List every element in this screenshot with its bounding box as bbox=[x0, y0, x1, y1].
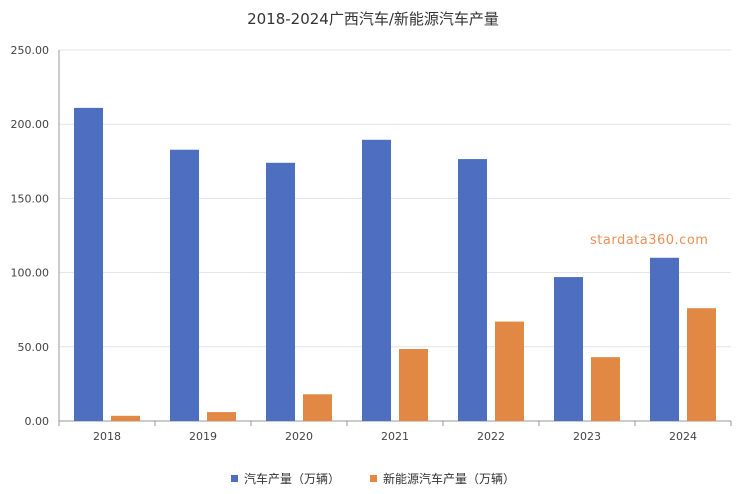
legend: 汽车产量（万辆） 新能源汽车产量（万辆） bbox=[0, 470, 746, 487]
y-tick-label: 100.00 bbox=[11, 267, 50, 280]
bar-car-output bbox=[650, 257, 679, 421]
y-tick-label: 0.00 bbox=[25, 415, 50, 428]
bar-nev-output bbox=[591, 357, 620, 421]
legend-swatch-car-output bbox=[230, 475, 238, 482]
watermark: stardata360.com bbox=[590, 233, 709, 248]
legend-swatch-nev-output bbox=[370, 475, 377, 482]
x-tick-label: 2020 bbox=[285, 430, 313, 443]
bar-car-output bbox=[458, 159, 487, 421]
bar-nev-output bbox=[207, 412, 236, 421]
legend-label-nev-output: 新能源汽车产量（万辆） bbox=[383, 472, 516, 486]
bar-car-output bbox=[362, 139, 391, 422]
x-tick-label: 2021 bbox=[381, 430, 409, 443]
bar-car-output bbox=[266, 162, 295, 421]
bar-nev-output bbox=[111, 415, 140, 421]
bar-car-output bbox=[554, 277, 583, 421]
y-tick-label: 200.00 bbox=[11, 118, 50, 131]
bar-nev-output bbox=[687, 308, 716, 421]
bar-nev-output bbox=[303, 394, 332, 421]
x-tick-label: 2024 bbox=[669, 430, 697, 443]
bar-car-output bbox=[170, 149, 199, 421]
x-tick-label: 2022 bbox=[477, 430, 505, 443]
y-tick-label: 50.00 bbox=[18, 341, 50, 354]
legend-item-nev-output[interactable]: 新能源汽车产量（万辆） bbox=[370, 470, 515, 487]
x-tick-label: 2019 bbox=[189, 430, 217, 443]
x-tick-label: 2018 bbox=[93, 430, 121, 443]
legend-item-car-output[interactable]: 汽车产量（万辆） bbox=[230, 470, 340, 487]
y-tick-label: 250.00 bbox=[11, 44, 50, 57]
y-tick-label: 150.00 bbox=[11, 192, 50, 205]
x-tick-label: 2023 bbox=[573, 430, 601, 443]
bar-nev-output bbox=[399, 349, 428, 421]
legend-label-car-output: 汽车产量（万辆） bbox=[243, 472, 340, 486]
bar-nev-output bbox=[495, 321, 524, 421]
chart-title: 2018-2024广西汽车/新能源汽车产量 bbox=[247, 10, 499, 28]
bar-car-output bbox=[74, 107, 103, 421]
